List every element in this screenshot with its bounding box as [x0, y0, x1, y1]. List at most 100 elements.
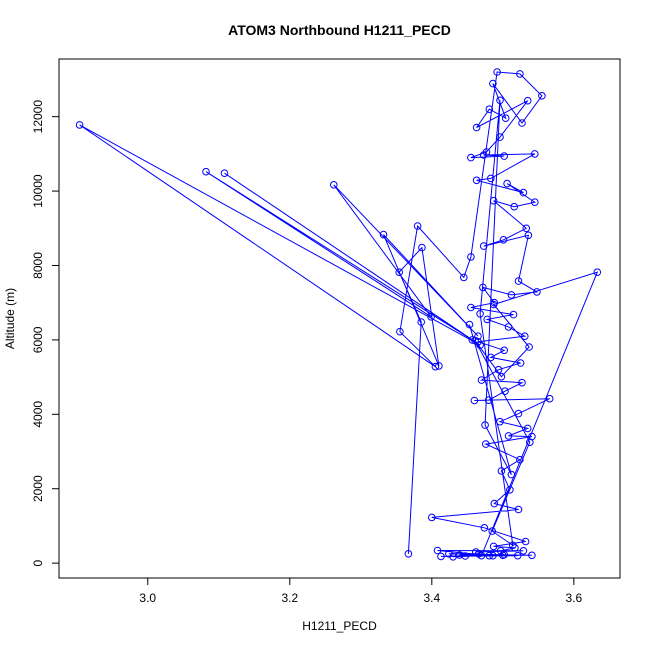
data-point — [479, 283, 487, 292]
y-axis-label: Altitude (m) — [3, 288, 17, 349]
data-point — [435, 362, 443, 370]
data-point — [519, 188, 528, 197]
data-point — [501, 387, 509, 396]
x-axis: 3.0 3.2 3.4 3.6 — [139, 578, 583, 605]
data-point — [531, 150, 539, 158]
data-point — [506, 486, 514, 494]
data-point — [485, 551, 494, 560]
data-point — [477, 376, 486, 384]
data-point — [479, 151, 488, 159]
y-tick-label: 0 — [31, 559, 45, 566]
data-point — [514, 409, 523, 418]
data-point — [472, 123, 481, 132]
data-point — [500, 152, 509, 160]
data-point — [531, 198, 539, 206]
x-tick-label: 3.2 — [281, 591, 298, 605]
y-tick-label: 2000 — [31, 475, 45, 502]
data-point — [493, 68, 501, 76]
data-point — [503, 179, 511, 188]
data-point — [593, 268, 602, 277]
data-point — [533, 288, 541, 296]
data-point — [461, 552, 470, 560]
data-point — [524, 231, 533, 240]
data-point — [437, 552, 445, 561]
data-point — [504, 323, 513, 331]
data-point — [467, 253, 475, 261]
data-point — [480, 524, 489, 532]
data-point — [489, 79, 497, 88]
x-tick-label: 3.4 — [423, 591, 440, 605]
data-point — [538, 92, 546, 100]
data-point — [516, 70, 524, 78]
data-point — [487, 174, 495, 183]
data-point — [483, 315, 492, 324]
data-point — [431, 362, 440, 371]
y-tick-label: 8000 — [31, 252, 45, 279]
data-point — [427, 313, 435, 321]
data-point — [526, 438, 534, 447]
data-point — [509, 310, 518, 319]
data-point — [465, 320, 474, 329]
data-point — [500, 550, 509, 559]
data-point — [417, 318, 426, 326]
data-point — [501, 114, 510, 122]
plot-area — [58, 58, 621, 579]
data-point — [519, 547, 528, 555]
data-point — [496, 133, 504, 141]
data-point — [395, 268, 404, 277]
data-point — [489, 300, 498, 309]
y-tick-label: 12000 — [31, 100, 45, 134]
data-point — [330, 181, 338, 189]
data-point — [499, 236, 508, 244]
data-point — [510, 202, 519, 211]
x-axis-label: H1211_PECD — [302, 619, 377, 633]
data-point — [489, 551, 497, 560]
data-point — [523, 424, 532, 433]
data-point — [507, 291, 516, 299]
data-point — [522, 224, 531, 233]
data-point — [514, 505, 523, 514]
data-point — [516, 455, 524, 464]
chart-title: ATOM3 Northbound H1211_PECD — [228, 22, 451, 38]
data-point — [481, 421, 489, 429]
data-point — [523, 96, 532, 105]
data-point — [428, 513, 436, 522]
data-point — [500, 346, 509, 355]
data-point — [471, 336, 479, 345]
data-point — [509, 541, 517, 550]
x-tick-label: 3.6 — [565, 591, 582, 605]
data-point — [75, 121, 84, 129]
data-point — [487, 353, 495, 362]
data-point — [518, 378, 526, 387]
data-point — [404, 550, 413, 558]
data-point — [496, 96, 504, 105]
data-point — [485, 105, 494, 113]
data-point — [482, 440, 490, 448]
data-point — [220, 169, 229, 177]
series-line — [79, 71, 599, 558]
data-point — [513, 551, 522, 560]
data-point — [489, 542, 498, 551]
data-point — [418, 243, 426, 252]
data-point — [467, 153, 475, 162]
data-point — [521, 537, 530, 546]
data-point — [433, 546, 442, 555]
data-point — [545, 394, 554, 403]
data-point — [496, 417, 504, 426]
data-point — [449, 553, 457, 561]
data-point — [507, 470, 516, 479]
data-point — [476, 310, 484, 318]
x-tick-label: 3.0 — [139, 591, 156, 605]
data-point — [470, 396, 479, 405]
data-point — [396, 327, 404, 336]
y-tick-label: 10000 — [31, 174, 45, 208]
data-point — [514, 277, 523, 285]
data-point — [494, 365, 503, 374]
data-point — [490, 499, 499, 508]
data-point — [413, 222, 422, 230]
data-point — [488, 527, 497, 535]
data-point — [497, 467, 506, 475]
data-point — [467, 303, 475, 312]
data-point — [511, 544, 519, 552]
